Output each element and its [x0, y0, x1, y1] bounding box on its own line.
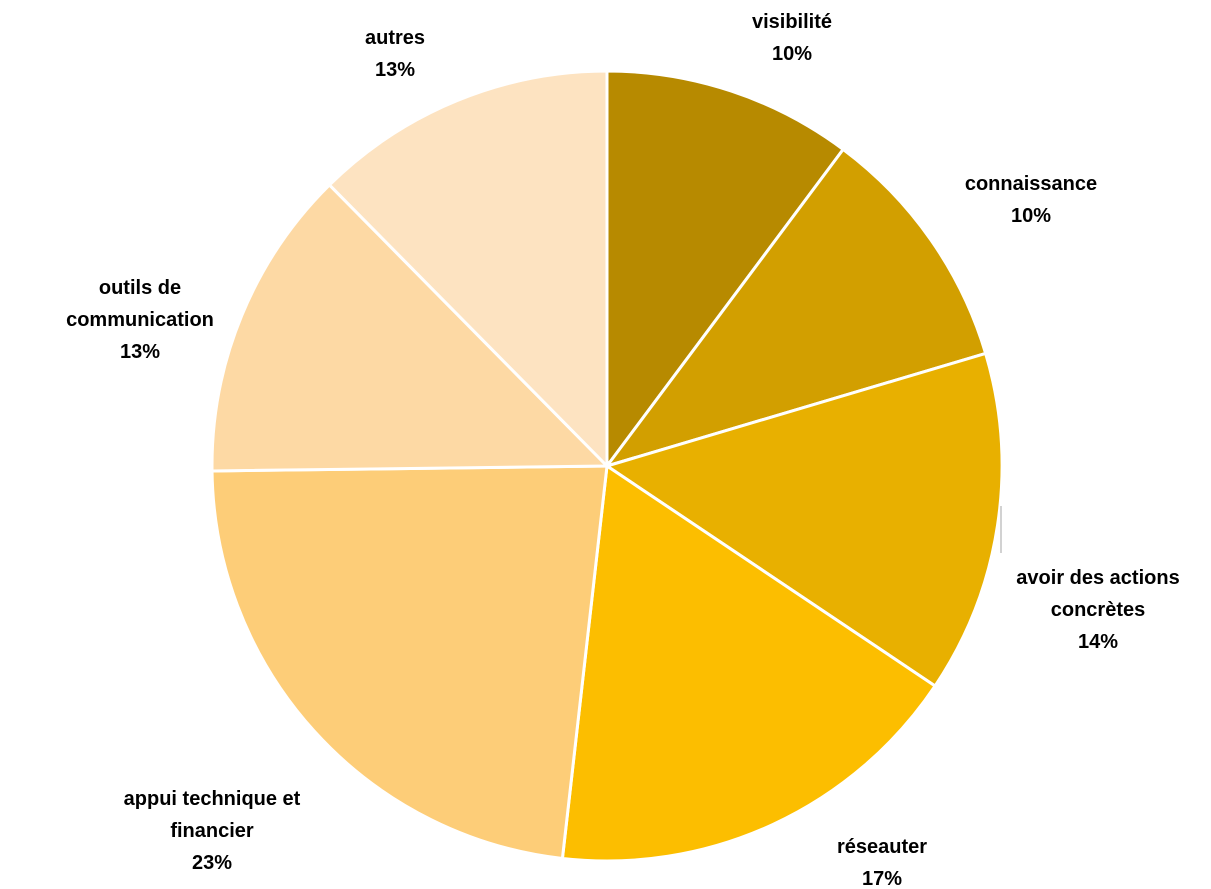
slice-category-2: avoir des actions — [1016, 567, 1179, 589]
slice-percent-3: 17% — [862, 868, 902, 889]
slice-category-5: communication — [66, 309, 214, 331]
slice-category-1: connaissance — [965, 173, 1097, 195]
slice-label-6: autres 13% — [365, 27, 425, 81]
slice-category-2: concrètes — [1051, 599, 1146, 621]
slice-percent-2: 14% — [1078, 631, 1118, 653]
slice-category-0: visibilité — [752, 11, 832, 33]
slice-label-4: appui technique et financier 23% — [124, 788, 301, 874]
slice-percent-6: 13% — [375, 59, 415, 81]
slice-label-2: avoir des actions concrètes 14% — [1016, 567, 1179, 653]
slice-label-3: réseauter 17% — [837, 836, 927, 889]
slice-category-6: autres — [365, 27, 425, 49]
slice-label-1: connaissance 10% — [965, 173, 1097, 227]
slice-percent-5: 13% — [120, 341, 160, 363]
slice-category-4: appui technique et — [124, 788, 301, 810]
slice-label-0: visibilité 10% — [752, 11, 832, 65]
slice-label-5: outils de communication 13% — [66, 277, 214, 363]
slice-percent-0: 10% — [772, 43, 812, 65]
slice-percent-4: 23% — [192, 852, 232, 874]
slice-category-4: financier — [170, 820, 254, 842]
slice-category-3: réseauter — [837, 836, 927, 858]
slice-percent-1: 10% — [1011, 205, 1051, 227]
pie-slices — [212, 71, 1002, 861]
slice-category-5: outils de — [99, 277, 181, 299]
